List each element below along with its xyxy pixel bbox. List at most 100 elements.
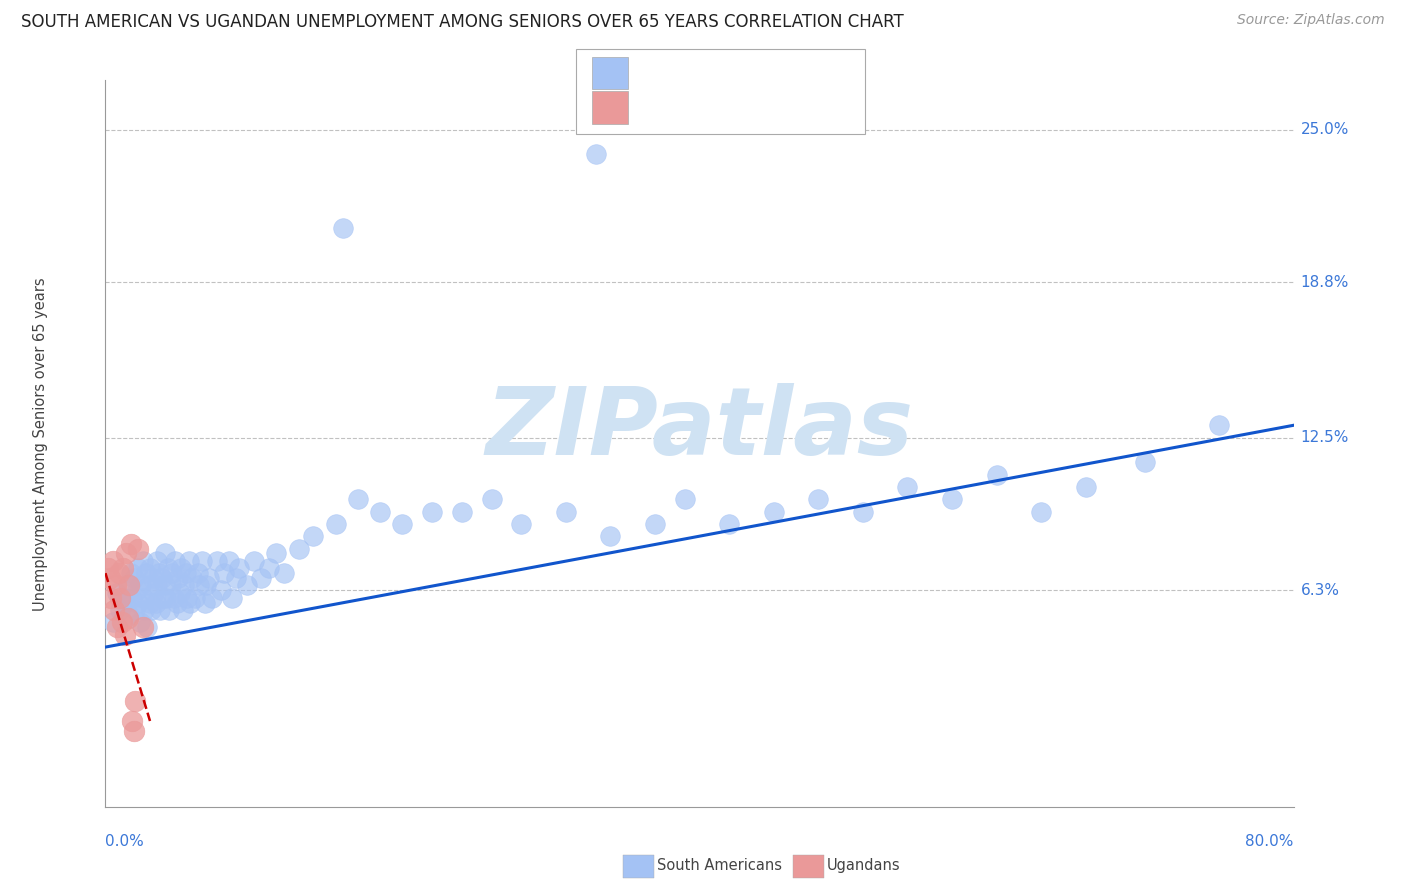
Point (131, 620, 153, 634)
Point (762, 504, 785, 518)
Point (112, 561, 135, 575)
Point (97, 561, 120, 575)
Text: 0.364: 0.364 (676, 67, 724, 82)
Point (1133, 455, 1156, 469)
Point (510, 516, 533, 531)
Point (599, 529, 621, 543)
Point (201, 591, 224, 605)
Point (325, 516, 347, 531)
Point (264, 546, 287, 560)
Point (221, 591, 243, 605)
Point (120, 536, 142, 550)
Point (152, 591, 174, 605)
Point (1029, 504, 1052, 518)
Point (166, 596, 188, 610)
Point (481, 492, 503, 507)
Text: N =: N = (735, 67, 769, 82)
Point (174, 566, 197, 581)
Point (110, 603, 132, 617)
Point (159, 578, 181, 592)
Point (110, 591, 132, 605)
Text: 12.5%: 12.5% (1301, 430, 1348, 445)
Point (153, 546, 176, 560)
Point (125, 583, 148, 598)
Point (153, 578, 176, 592)
Point (150, 571, 173, 585)
Point (131, 554, 153, 568)
Point (124, 603, 146, 617)
Point (135, 566, 157, 581)
Text: Source: ZipAtlas.com: Source: ZipAtlas.com (1237, 13, 1385, 28)
Point (170, 561, 193, 575)
Point (146, 554, 169, 568)
Text: -0.482: -0.482 (676, 105, 731, 120)
Point (105, 586, 128, 600)
Point (101, 615, 124, 630)
Text: Ugandans: Ugandans (827, 858, 900, 872)
Text: 100: 100 (778, 67, 810, 82)
Point (180, 571, 202, 585)
Point (139, 596, 162, 610)
Point (194, 596, 217, 610)
Point (852, 504, 875, 518)
Point (188, 578, 211, 592)
Point (273, 566, 295, 581)
Text: R =: R = (634, 105, 668, 120)
Point (205, 554, 228, 568)
Point (132, 603, 155, 617)
Point (176, 591, 198, 605)
Point (127, 596, 149, 610)
Point (100, 591, 122, 605)
Point (120, 566, 142, 581)
Point (225, 571, 247, 585)
Point (391, 516, 413, 531)
Text: 21: 21 (778, 105, 799, 120)
Point (195, 578, 218, 592)
Point (1208, 418, 1230, 433)
Point (145, 596, 167, 610)
Point (118, 578, 141, 592)
Point (121, 714, 143, 728)
Point (146, 578, 169, 592)
Text: SOUTH AMERICAN VS UGANDAN UNEMPLOYMENT AMONG SENIORS OVER 65 YEARS CORRELATION C: SOUTH AMERICAN VS UGANDAN UNEMPLOYMENT A… (21, 13, 904, 31)
Point (149, 603, 172, 617)
Point (167, 571, 190, 585)
Point (122, 723, 145, 738)
Text: 25.0%: 25.0% (1301, 122, 1348, 137)
Point (191, 554, 214, 568)
Point (156, 561, 179, 575)
Text: 18.8%: 18.8% (1301, 275, 1348, 290)
Point (368, 504, 391, 518)
Point (896, 480, 918, 494)
Point (117, 578, 139, 592)
Point (250, 571, 273, 585)
Text: R =: R = (634, 67, 668, 82)
Point (257, 561, 280, 575)
Point (177, 554, 200, 568)
Point (101, 554, 124, 568)
Point (157, 603, 180, 617)
Point (117, 610, 139, 624)
Point (111, 615, 134, 630)
Point (165, 554, 187, 568)
Point (114, 596, 136, 610)
Point (104, 578, 127, 592)
Point (986, 467, 1008, 482)
Point (127, 541, 149, 556)
Point (148, 566, 170, 581)
Point (162, 566, 184, 581)
Point (118, 608, 141, 623)
Point (163, 591, 186, 605)
Point (124, 694, 146, 708)
Point (173, 578, 195, 592)
Text: ZIPatlas: ZIPatlas (485, 384, 914, 475)
Point (718, 516, 741, 531)
Point (129, 578, 152, 592)
Point (138, 578, 160, 592)
Point (169, 586, 191, 600)
Point (302, 529, 325, 543)
Point (105, 620, 128, 634)
Point (122, 571, 145, 585)
Point (209, 583, 232, 598)
Point (186, 566, 208, 581)
